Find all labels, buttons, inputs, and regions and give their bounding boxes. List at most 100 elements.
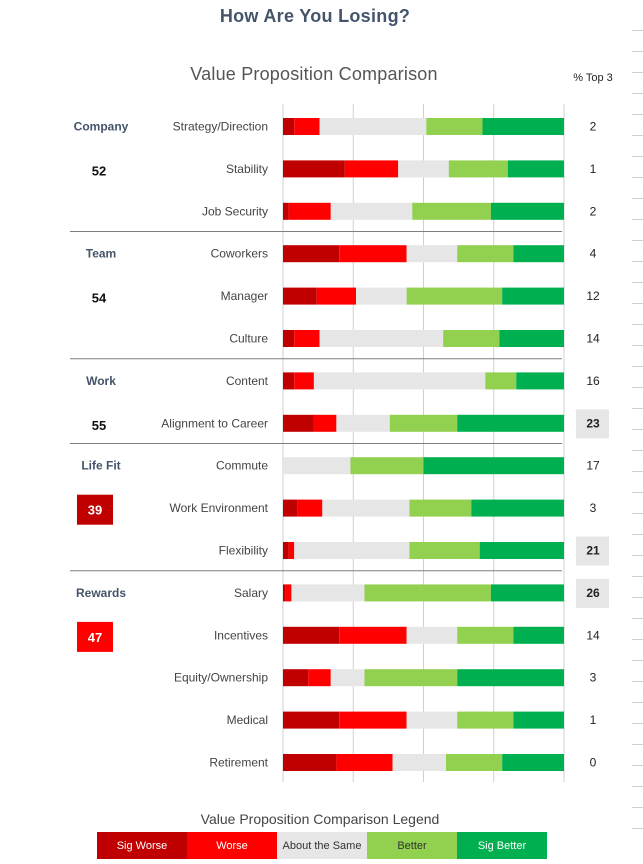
bar-segment-sig-worse xyxy=(283,754,337,771)
top3-column-header: % Top 3 xyxy=(573,72,613,84)
bar-segment-better xyxy=(350,457,424,475)
bar-segment-better xyxy=(445,754,503,771)
bar-segment-sig-better xyxy=(513,711,564,729)
bar-segment-worse xyxy=(316,287,357,305)
bar-segment-sig-worse xyxy=(283,245,340,263)
legend-item-sig-worse: Sig Worse xyxy=(97,832,187,859)
bar-segment-sig-better xyxy=(499,330,564,347)
legend: Sig Worse Worse About the Same Better Sig Be… xyxy=(97,832,547,859)
page-edge-dashes xyxy=(632,30,643,840)
bar-segment-sig-better xyxy=(471,499,564,517)
bar-segment-about-the-same xyxy=(283,457,351,475)
group-label: Life Fit xyxy=(81,459,120,473)
top3-value: 1 xyxy=(590,162,597,176)
bar-segment-sig-better xyxy=(513,626,564,644)
top3-value: 17 xyxy=(586,459,600,473)
group-label: Work xyxy=(86,374,116,388)
row-label: Stability xyxy=(226,162,268,176)
bar-segment-sig-worse xyxy=(283,330,295,347)
bar-segment-sig-better xyxy=(423,457,564,475)
bar-segment-worse xyxy=(285,584,292,602)
group-label: Team xyxy=(86,247,116,261)
bar-segment-sig-better xyxy=(479,542,564,559)
bar-segment-worse xyxy=(339,711,407,729)
bar-segment-about-the-same xyxy=(330,202,413,220)
bar-segment-sig-better xyxy=(457,414,564,432)
bar-segment-about-the-same xyxy=(406,626,458,644)
bar-segment-worse xyxy=(336,754,393,771)
top3-value: 12 xyxy=(586,289,600,303)
row-label: Manager xyxy=(221,289,268,303)
top3-value: 2 xyxy=(590,120,597,134)
bar-segment-about-the-same xyxy=(406,245,458,263)
bar-segment-sig-worse xyxy=(283,160,345,178)
bar-segment-better xyxy=(457,711,514,729)
row-label: Job Security xyxy=(202,204,268,218)
top3-value: 14 xyxy=(586,628,600,642)
page-title: How Are You Losing? xyxy=(219,6,411,26)
top3-value: 26 xyxy=(586,586,600,600)
row-label: Incentives xyxy=(214,628,268,642)
bar-segment-sig-worse xyxy=(283,584,286,602)
bar-segment-sig-better xyxy=(490,584,564,602)
bar-segment-about-the-same xyxy=(322,499,410,517)
bar-segment-better xyxy=(406,287,503,305)
legend-item-about-the-same: About the Same xyxy=(277,832,367,859)
bar-segment-sig-worse xyxy=(283,287,317,305)
bar-segment-sig-worse xyxy=(283,414,314,432)
group-score: 47 xyxy=(88,630,102,645)
top3-value: 21 xyxy=(586,544,600,558)
bar-segment-better xyxy=(364,584,491,602)
bar-segment-better xyxy=(426,118,483,135)
bar-segment-worse xyxy=(288,542,295,559)
bar-segment-sig-worse xyxy=(283,542,289,559)
top3-value: 23 xyxy=(586,416,600,430)
row-label: Content xyxy=(226,374,269,388)
bar-segment-worse xyxy=(294,118,320,135)
bar-segment-about-the-same xyxy=(406,711,458,729)
bar-segment-about-the-same xyxy=(291,584,365,602)
row-label: Alignment to Career xyxy=(161,416,268,430)
bar-segment-sig-worse xyxy=(283,372,295,390)
bar-segment-worse xyxy=(294,330,320,347)
top3-value: 16 xyxy=(586,374,600,388)
bar-segment-sig-better xyxy=(502,754,564,771)
bar-segment-about-the-same xyxy=(336,414,390,432)
bar-segment-worse xyxy=(344,160,399,178)
legend-title: Value Proposition Comparison Legend xyxy=(200,811,440,827)
bar-segment-sig-worse xyxy=(283,711,340,729)
bar-segment-about-the-same xyxy=(356,287,407,305)
bar-segment-sig-better xyxy=(482,118,564,135)
bar-segment-better xyxy=(443,330,500,347)
bar-segment-better xyxy=(412,202,491,220)
row-label: Medical xyxy=(227,713,268,727)
group-score: 54 xyxy=(92,291,107,306)
bar-segment-better xyxy=(457,245,514,263)
bar-segment-worse xyxy=(297,499,323,517)
bar-segment-worse xyxy=(339,245,407,263)
value-proposition-chart: Strategy/Direction 2 Stability 1 Job Securit… xyxy=(70,104,609,782)
bar-segment-worse xyxy=(313,414,337,432)
bar-segment-sig-better xyxy=(513,245,564,263)
bar-segment-sig-worse xyxy=(283,669,309,687)
top3-highlight xyxy=(576,536,609,566)
group-label: Rewards xyxy=(76,586,126,600)
row-label: Strategy/Direction xyxy=(173,120,268,134)
bar-segment-worse xyxy=(308,669,331,687)
row-label: Work Environment xyxy=(170,501,269,515)
bar-segment-about-the-same xyxy=(398,160,449,178)
bar-segment-about-the-same xyxy=(392,754,446,771)
top3-value: 1 xyxy=(590,713,597,727)
row-label: Retirement xyxy=(209,756,268,770)
bar-segment-about-the-same xyxy=(330,669,365,687)
bar-segment-about-the-same xyxy=(319,330,444,347)
top3-value: 14 xyxy=(586,332,600,346)
bar-segment-about-the-same xyxy=(313,372,486,390)
row-label: Equity/Ownership xyxy=(174,671,268,685)
legend-item-sig-better: Sig Better xyxy=(457,832,547,859)
bar-segment-better xyxy=(485,372,517,390)
row-label: Flexibility xyxy=(219,544,268,558)
bar-segment-better xyxy=(389,414,458,432)
top3-highlight xyxy=(576,409,609,439)
bar-segment-sig-worse xyxy=(283,626,340,644)
